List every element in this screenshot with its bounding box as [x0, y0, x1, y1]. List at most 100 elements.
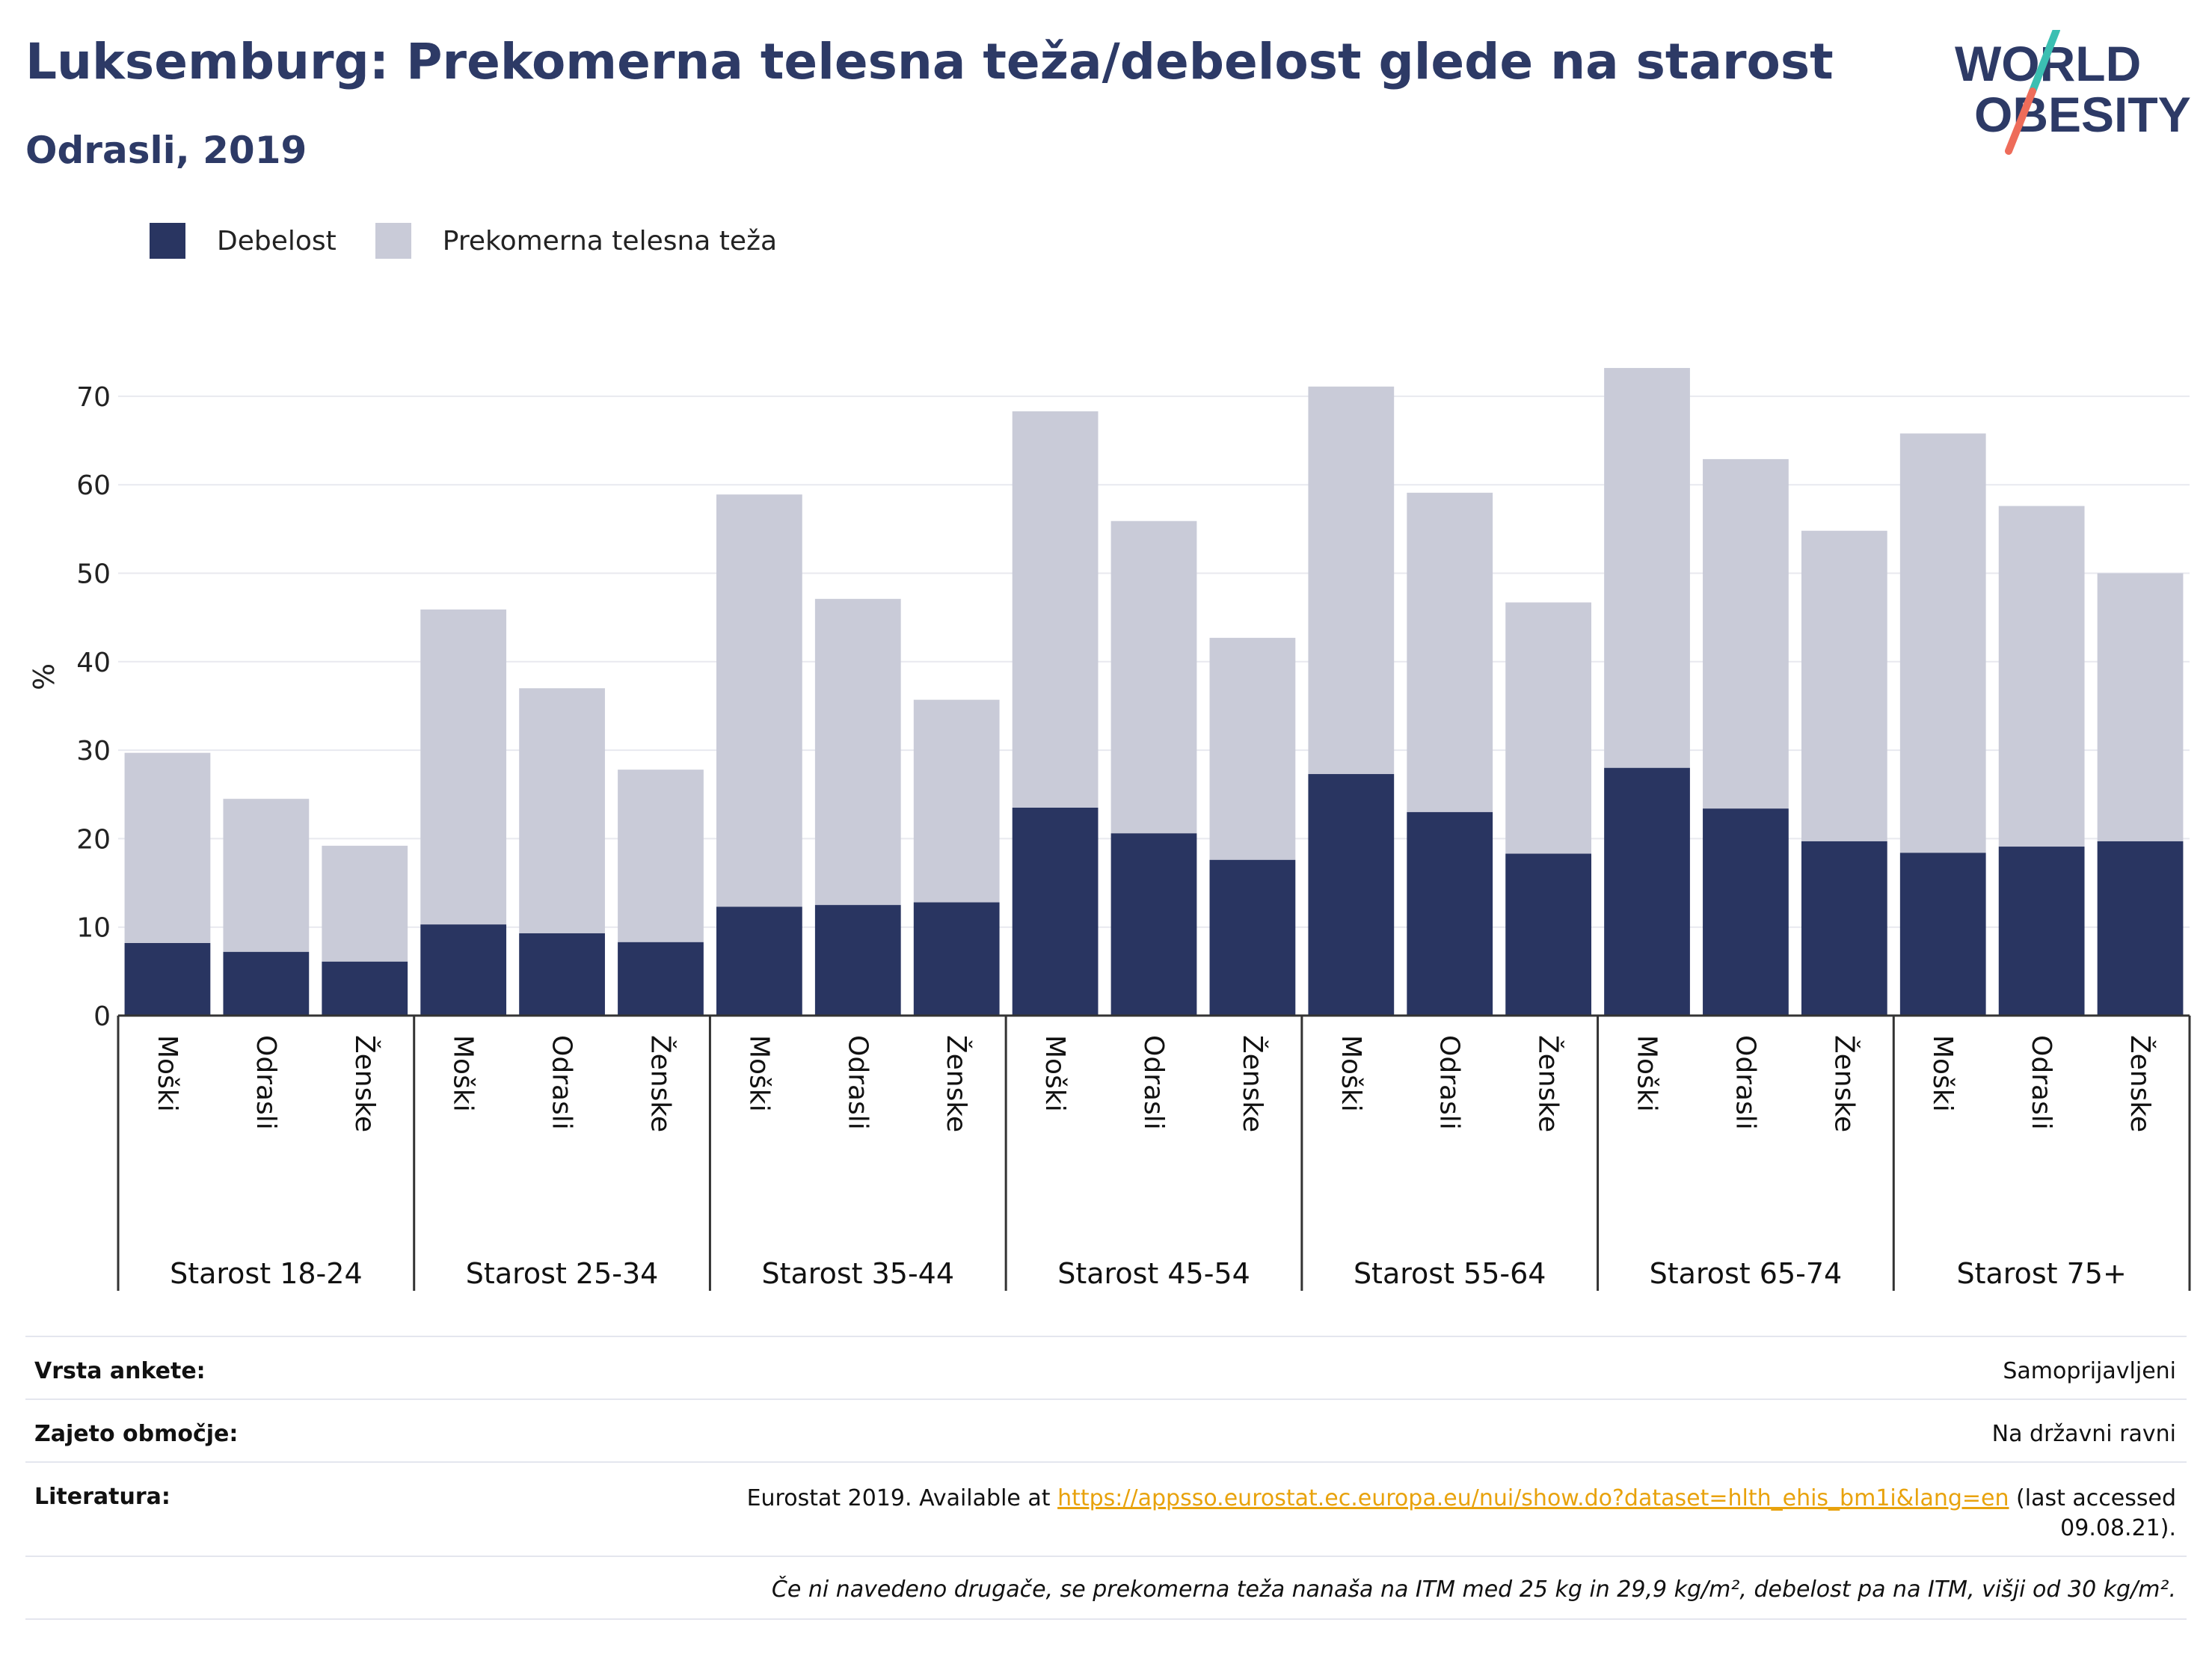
bar-overweight — [1703, 458, 1789, 809]
bar-obesity — [1407, 811, 1493, 1016]
legend-swatch-obesity — [150, 223, 185, 259]
chart-subtitle: Odrasli, 2019 — [25, 129, 307, 172]
bar-overweight — [1012, 411, 1099, 808]
bar-obesity — [1703, 808, 1789, 1016]
bar-overweight — [223, 799, 310, 952]
references-prefix: Eurostat 2019. Available at — [746, 1485, 1058, 1511]
bar-obesity — [1110, 833, 1197, 1016]
x-group-label: Starost 45-54 — [1057, 1257, 1250, 1290]
bar-obesity — [420, 924, 507, 1016]
x-group-label: Starost 25-34 — [466, 1257, 659, 1290]
coverage-value: Na državni ravni — [1991, 1421, 2176, 1447]
y-tick-label: 70 — [76, 382, 111, 413]
y-tick-label: 30 — [76, 736, 111, 767]
bar-obesity — [1604, 767, 1690, 1016]
bar-overweight — [1209, 637, 1296, 860]
legend-label-overweight: Prekomerna telesna teža — [442, 225, 778, 257]
bar-overweight — [1801, 530, 1887, 841]
coverage-label: Zajeto območje: — [34, 1421, 239, 1447]
x-subcategory-label: Ženske — [2125, 1035, 2156, 1132]
bar-overweight — [1308, 386, 1395, 775]
metadata-table: Vrsta ankete: Samoprijavljeni Zajeto obm… — [25, 1336, 2187, 1620]
y-tick-label: 60 — [76, 470, 111, 501]
x-subcategory-label: Moški — [448, 1035, 479, 1112]
bar-obesity — [2097, 841, 2184, 1016]
bar-obesity — [322, 961, 408, 1016]
x-subcategory-label: Odrasli — [1730, 1035, 1760, 1130]
bar-overweight — [1604, 368, 1690, 768]
bar-obesity — [1998, 847, 2085, 1016]
references-value: Eurostat 2019. Available at https://apps… — [747, 1484, 2176, 1544]
bar-overweight — [124, 752, 211, 943]
x-subcategory-label: Ženske — [1237, 1035, 1268, 1132]
logo-slash-coral — [2005, 87, 2036, 155]
bar-overweight — [420, 610, 507, 925]
bar-overweight — [618, 770, 704, 942]
bar-obesity — [1505, 853, 1591, 1016]
y-tick-label: 0 — [93, 1001, 111, 1032]
bar-obesity — [223, 951, 310, 1016]
bar-overweight — [1407, 492, 1493, 812]
world-obesity-logo: WORLD OBESITY — [1955, 30, 2191, 155]
bar-obesity — [1308, 774, 1395, 1016]
references-label: Literatura: — [34, 1484, 170, 1510]
chart-legend: Debelost Prekomerna telesna teža — [150, 221, 816, 260]
y-tick-label: 40 — [76, 648, 111, 678]
logo-slash-teal — [2029, 30, 2060, 95]
x-subcategory-label: Moški — [1632, 1035, 1662, 1112]
x-subcategory-label: Moški — [1039, 1035, 1070, 1112]
y-axis-label: % — [28, 663, 61, 690]
references-suffix: (last accessed — [2009, 1485, 2176, 1511]
x-group-label: Starost 55-64 — [1354, 1257, 1546, 1290]
x-group-label: Starost 65-74 — [1650, 1257, 1843, 1290]
survey-type-label: Vrsta ankete: — [34, 1358, 206, 1384]
bar-overweight — [913, 699, 1000, 903]
x-group-label: Starost 35-44 — [762, 1257, 955, 1290]
bar-obesity — [913, 902, 1000, 1016]
x-subcategory-label: Ženske — [645, 1035, 676, 1132]
y-tick-label: 50 — [76, 559, 111, 590]
bar-overweight — [1998, 506, 2085, 847]
bar-obesity — [124, 942, 211, 1016]
bar-obesity — [519, 933, 605, 1016]
x-subcategory-label: Odrasli — [547, 1035, 577, 1130]
legend-swatch-overweight — [375, 223, 411, 259]
references-link[interactable]: https://appsso.eurostat.ec.europa.eu/nui… — [1057, 1485, 2009, 1511]
x-subcategory-label: Odrasli — [2026, 1035, 2056, 1130]
x-subcategory-label: Ženske — [941, 1035, 972, 1132]
x-subcategory-label: Odrasli — [1434, 1035, 1465, 1130]
meta-row-survey-type: Vrsta ankete: Samoprijavljeni — [25, 1336, 2187, 1398]
bar-obesity — [1012, 807, 1099, 1016]
bar-obesity — [1899, 853, 1986, 1016]
y-tick-label: 10 — [76, 913, 111, 944]
bar-overweight — [716, 494, 802, 907]
x-subcategory-label: Odrasli — [1138, 1035, 1169, 1130]
bar-overweight — [519, 688, 605, 933]
meta-row-references: Literatura: Eurostat 2019. Available at … — [25, 1461, 2187, 1556]
chart-title: Luksemburg: Prekomerna telesna teža/debe… — [25, 33, 1834, 90]
bar-obesity — [814, 905, 901, 1016]
x-subcategory-label: Odrasli — [842, 1035, 873, 1130]
bar-overweight — [814, 598, 901, 906]
bar-overweight — [1505, 602, 1591, 854]
bmi-definition-note: Če ni navedeno drugače, se prekomerna te… — [771, 1576, 2176, 1603]
references-accessed-date: 09.08.21). — [2060, 1515, 2176, 1541]
x-group-label: Starost 18-24 — [170, 1257, 363, 1290]
x-subcategory-label: Odrasli — [251, 1035, 281, 1130]
x-subcategory-label: Moški — [1927, 1035, 1958, 1112]
meta-row-coverage: Zajeto območje: Na državni ravni — [25, 1398, 2187, 1461]
y-tick-label: 20 — [76, 824, 111, 855]
survey-type-value: Samoprijavljeni — [2003, 1358, 2176, 1384]
x-subcategory-label: Ženske — [1828, 1035, 1860, 1132]
bar-overweight — [1899, 433, 1986, 853]
x-group-label: Starost 75+ — [1956, 1257, 2126, 1290]
x-subcategory-label: Ženske — [1533, 1035, 1564, 1132]
stacked-bar-chart: 0 10 20 30 40 50 60 70% Moški Odrasli Ženske Moški O… — [28, 368, 2191, 1291]
bar-obesity — [1209, 859, 1296, 1016]
x-subcategory-label: Moški — [1336, 1035, 1366, 1112]
bar-obesity — [618, 942, 704, 1016]
bar-obesity — [716, 906, 802, 1016]
bar-overweight — [1110, 521, 1197, 834]
logo-line2: OBESITY — [1974, 87, 2191, 142]
x-subcategory-label: Moški — [743, 1035, 774, 1112]
